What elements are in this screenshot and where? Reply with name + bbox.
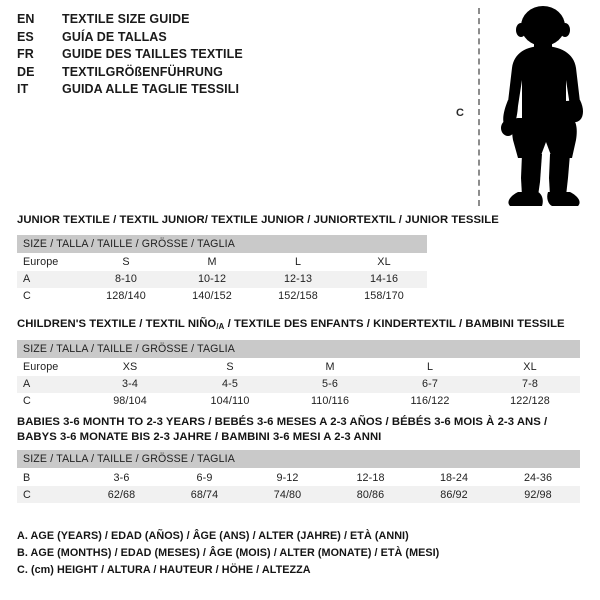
cell: 86/92 xyxy=(412,486,496,503)
row-label: C xyxy=(23,290,31,302)
band-label-babies: SIZE / TALLA / TAILLE / GRÖSSE / TAGLIA xyxy=(17,450,580,468)
cell: 9-12 xyxy=(276,471,299,484)
language-code: DE xyxy=(17,64,35,79)
cell: 18-24 xyxy=(439,471,469,484)
row-label: Europe xyxy=(23,361,59,373)
legend-line-b: B. AGE (MONTHS) / EDAD (MESES) / ÂGE (MO… xyxy=(17,547,440,559)
cell: 8-10 xyxy=(83,270,169,288)
cell: 5-6 xyxy=(280,375,380,393)
language-row: FR GUIDE DES TAILLES TEXTILE xyxy=(17,47,317,65)
table-row: A 8-10 10-12 12-13 14-16 xyxy=(17,270,427,288)
cell: 158/170 xyxy=(364,290,404,302)
language-title: GUIDE DES TAILLES TEXTILE xyxy=(62,47,243,62)
cell: 10-12 xyxy=(169,270,255,288)
cell: 140/152 xyxy=(192,290,232,302)
table-row: Europe S M L XL xyxy=(17,254,427,271)
band-label-children: SIZE / TALLA / TAILLE / GRÖSSE / TAGLIA xyxy=(17,339,580,358)
table-junior: Europe S M L XL A 8-10 10-12 12-13 14-16… xyxy=(17,254,427,305)
section-junior: JUNIOR TEXTILE / TEXTIL JUNIOR/ TEXTILE … xyxy=(17,213,499,305)
cell: 3-6 xyxy=(113,471,130,484)
cell: M xyxy=(325,361,335,373)
cell: 104/110 xyxy=(210,395,250,407)
band-label-junior: SIZE / TALLA / TAILLE / GRÖSSE / TAGLIA xyxy=(17,234,427,253)
cell: 14-16 xyxy=(341,270,427,288)
cell: S xyxy=(122,256,130,268)
cell: 152/158 xyxy=(278,290,318,302)
cell: 92/98 xyxy=(496,486,580,503)
cell: M xyxy=(207,256,217,268)
cell: 12-13 xyxy=(255,270,341,288)
child-silhouette-icon xyxy=(501,6,583,206)
table-babies: B 3-6 6-9 9-12 12-18 18-24 24-36 C 62/68… xyxy=(17,469,580,503)
section-title-junior: JUNIOR TEXTILE / TEXTIL JUNIOR/ TEXTILE … xyxy=(17,214,499,226)
cell: 80/86 xyxy=(329,486,412,503)
cell: XL xyxy=(523,361,537,373)
cell: 68/74 xyxy=(163,486,246,503)
section-title-children: CHILDREN'S TEXTILE / TEXTIL NIÑO/A / TEX… xyxy=(17,317,580,333)
cell: 98/104 xyxy=(113,395,147,407)
language-row: EN TEXTILE SIZE GUIDE xyxy=(17,12,317,30)
language-code: FR xyxy=(17,47,34,62)
section-children: CHILDREN'S TEXTILE / TEXTIL NIÑO/A / TEX… xyxy=(17,317,580,410)
legend-line-a: A. AGE (YEARS) / EDAD (AÑOS) / ÂGE (ANS)… xyxy=(17,530,409,542)
cell: XS xyxy=(122,361,138,373)
row-label: C xyxy=(17,486,80,503)
language-title: TEXTILE SIZE GUIDE xyxy=(62,12,190,26)
cell: 116/122 xyxy=(410,395,450,407)
cell: 128/140 xyxy=(106,290,146,302)
section-babies: BABIES 3-6 MONTH TO 2-3 YEARS / BEBÉS 3-… xyxy=(17,415,580,503)
table-row: C 128/140 140/152 152/158 158/170 xyxy=(17,288,427,305)
height-axis-label: C xyxy=(456,107,464,119)
cell: S xyxy=(226,361,234,373)
language-code: IT xyxy=(17,82,29,97)
language-code: EN xyxy=(17,12,35,26)
language-title: GUIDA ALLE TAGLIE TESSILI xyxy=(62,82,240,97)
row-label: C xyxy=(23,395,31,407)
language-row: IT GUIDA ALLE TAGLIE TESSILI xyxy=(17,82,317,100)
language-title: GUÍA DE TALLAS xyxy=(62,29,167,44)
cell: L xyxy=(294,256,302,268)
language-header-block: EN TEXTILE SIZE GUIDE ES GUÍA DE TALLAS … xyxy=(17,12,317,100)
cell: XL xyxy=(377,256,391,268)
section-title-babies-line1: BABIES 3-6 MONTH TO 2-3 YEARS / BEBÉS 3-… xyxy=(17,416,548,428)
section-title-children-post: / TEXTILE DES ENFANTS / KINDERTEXTIL / B… xyxy=(224,318,565,330)
table-row: C 62/68 68/74 74/80 80/86 86/92 92/98 xyxy=(17,486,580,503)
cell: 6-7 xyxy=(380,375,480,393)
row-label: A xyxy=(17,375,80,393)
table-row: Europe XS S M L XL xyxy=(17,359,580,376)
section-title-children-sub: /A xyxy=(216,322,225,331)
language-code: ES xyxy=(17,29,34,44)
cell: 74/80 xyxy=(246,486,329,503)
cell: 62/68 xyxy=(80,486,163,503)
section-title-babies-line2: BABYS 3-6 MONATE BIS 2-3 JAHRE / BAMBINI… xyxy=(17,430,382,443)
language-row: ES GUÍA DE TALLAS xyxy=(17,30,317,48)
table-children: Europe XS S M L XL A 3-4 4-5 5-6 6-7 7-8… xyxy=(17,359,580,410)
table-row: B 3-6 6-9 9-12 12-18 18-24 24-36 xyxy=(17,469,580,486)
cell: 24-36 xyxy=(523,471,553,484)
table-row: A 3-4 4-5 5-6 6-7 7-8 xyxy=(17,375,580,393)
row-label: B xyxy=(23,471,31,484)
section-title-children-pre: CHILDREN'S TEXTILE / TEXTIL NIÑO xyxy=(17,318,217,330)
language-row: DE TEXTILGRÖßENFÜHRUNG xyxy=(17,65,317,83)
cell: 3-4 xyxy=(80,375,180,393)
row-label: A xyxy=(17,270,83,288)
table-row: C 98/104 104/110 110/116 116/122 122/128 xyxy=(17,393,580,410)
height-measurement-line xyxy=(478,8,480,206)
height-figure-area: C xyxy=(440,0,600,212)
cell: 6-9 xyxy=(196,471,213,484)
cell: 122/128 xyxy=(510,395,550,407)
legend-block: A. AGE (YEARS) / EDAD (AÑOS) / ÂGE (ANS)… xyxy=(17,528,439,579)
cell: 7-8 xyxy=(480,375,580,393)
row-label: Europe xyxy=(23,256,59,268)
cell: 12-18 xyxy=(356,471,385,484)
cell: L xyxy=(426,361,434,373)
cell: 4-5 xyxy=(180,375,280,393)
legend-line-c: C. (cm) HEIGHT / ALTURA / HAUTEUR / HÖHE… xyxy=(17,564,311,576)
language-title: TEXTILGRÖßENFÜHRUNG xyxy=(62,64,223,79)
cell: 110/116 xyxy=(310,395,350,407)
